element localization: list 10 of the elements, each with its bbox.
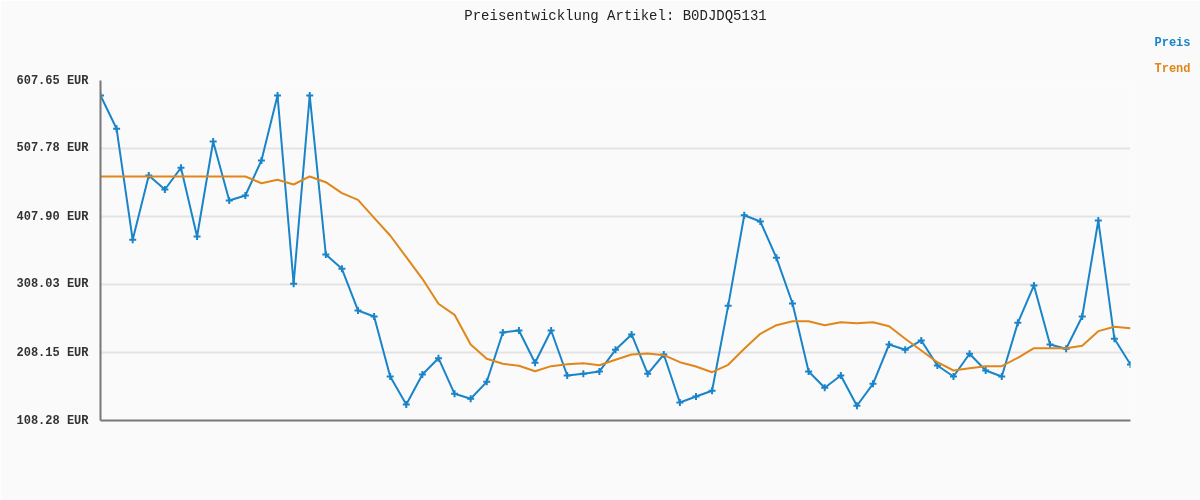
chart-title: Preisentwicklung Artikel: B0DJDQ5131 [464,7,767,24]
text: Preis [1154,35,1191,50]
text: Trend [1154,61,1191,76]
y-tick-label: 407.90 EUR [16,209,90,224]
y-tick-label: 607.65 EUR [16,73,90,88]
y-tick-label: 208.15 EUR [16,345,90,360]
y-tick-label: 108.28 EUR [16,413,90,428]
line-series [100,175,1131,374]
y-tick-label: 507.78 EUR [16,141,90,156]
y-tick-label: 308.03 EUR [16,277,90,292]
